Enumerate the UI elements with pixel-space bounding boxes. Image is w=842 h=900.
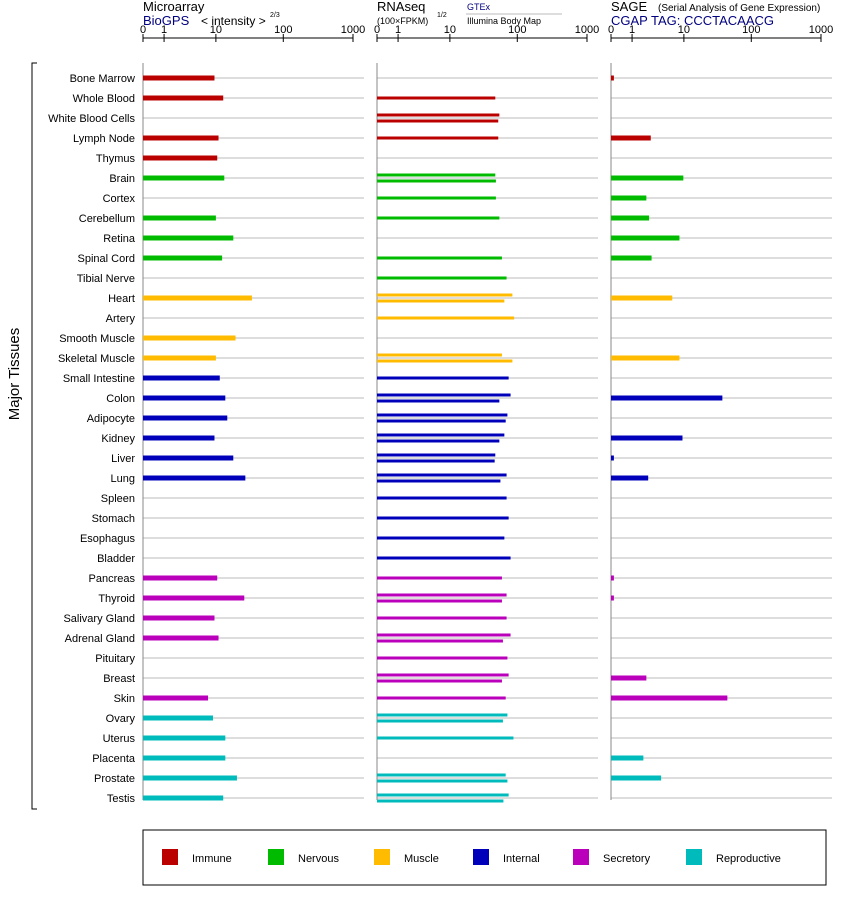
legend-label-internal: Internal <box>503 853 540 865</box>
tissue-label-skin: Skin <box>114 693 135 705</box>
tick-label-microarray-1: 1 <box>161 24 167 36</box>
tick-label-rnaseq-100: 100 <box>508 24 526 36</box>
legend-swatch-secretory <box>573 849 589 865</box>
legend: Immune Nervous Muscle Internal Secretory Repr… <box>162 849 781 865</box>
sage-title: SAGE <box>611 0 647 14</box>
tissue-label-placenta: Placenta <box>92 753 136 765</box>
tissue-label-breast: Breast <box>103 673 135 685</box>
tick-label-sage-1000: 1000 <box>809 24 833 36</box>
legend-label-reproductive: Reproductive <box>716 853 781 865</box>
microarray-unit: < intensity > <box>201 14 266 28</box>
microarray-exponent: 2/3 <box>270 12 280 19</box>
tissue-label-cortex: Cortex <box>103 193 136 205</box>
tissue-label-esophagus: Esophagus <box>80 533 136 545</box>
tick-label-sage-10: 10 <box>678 24 690 36</box>
chart-panels: 0 1 10 100 1000 0 1 10 100 1000 0 1 10 100 1000 <box>140 24 833 803</box>
tissue-label-white-blood-cells: White Blood Cells <box>48 113 135 125</box>
tick-label-rnaseq-0: 0 <box>374 24 380 36</box>
tick-label-sage-0: 0 <box>608 24 614 36</box>
rnaseq-source[interactable]: GTEx <box>467 2 491 12</box>
tick-label-rnaseq-1: 1 <box>395 24 401 36</box>
tissue-label-thyroid: Thyroid <box>98 593 135 605</box>
tissue-label-adrenal-gland: Adrenal Gland <box>65 633 135 645</box>
microarray-source: BioGPS <box>143 13 190 28</box>
tissue-label-retina: Retina <box>103 233 136 245</box>
legend-label-immune: Immune <box>192 853 232 865</box>
legend-label-muscle: Muscle <box>404 853 439 865</box>
legend-swatch-muscle <box>374 849 390 865</box>
tissue-label-cerebellum: Cerebellum <box>79 213 135 225</box>
tissue-label-ovary: Ovary <box>106 713 136 725</box>
tissue-label-pancreas: Pancreas <box>89 573 136 585</box>
tissue-label-liver: Liver <box>111 453 135 465</box>
legend-label-nervous: Nervous <box>298 853 339 865</box>
tick-label-microarray-0: 0 <box>140 24 146 36</box>
tick-label-sage-1: 1 <box>629 24 635 36</box>
panel-microarray: 0 1 10 100 1000 <box>140 24 365 801</box>
tissue-label-spleen: Spleen <box>101 493 135 505</box>
tick-label-microarray-1000: 1000 <box>341 24 365 36</box>
tissue-label-bladder: Bladder <box>97 553 135 565</box>
tissue-label-skeletal-muscle: Skeletal Muscle <box>58 353 135 365</box>
panel-sage: 0 1 10 100 1000 <box>608 24 833 800</box>
tick-label-microarray-10: 10 <box>210 24 222 36</box>
legend-swatch-nervous <box>268 849 284 865</box>
side-label: Major Tissues <box>6 328 23 421</box>
legend-swatch-immune <box>162 849 178 865</box>
tissue-label-pituitary: Pituitary <box>95 653 135 665</box>
tissue-label-colon: Colon <box>106 393 135 405</box>
sage-tag: CGAP TAG: CCCTACAACG <box>611 13 774 28</box>
microarray-title: Microarray <box>143 0 205 14</box>
legend-label-secretory: Secretory <box>603 853 651 865</box>
tissue-label-spinal-cord: Spinal Cord <box>78 253 135 265</box>
tissue-label-small-intestine: Small Intestine <box>63 373 135 385</box>
tissue-label-lung: Lung <box>111 473 135 485</box>
tick-label-rnaseq-1000: 1000 <box>575 24 599 36</box>
legend-swatch-internal <box>473 849 489 865</box>
tissue-label-thymus: Thymus <box>96 153 136 165</box>
tissue-label-adipocyte: Adipocyte <box>87 413 135 425</box>
major-tissues-bracket <box>31 62 37 810</box>
tissue-label-kidney: Kidney <box>101 433 135 445</box>
tissue-label-brain: Brain <box>109 173 135 185</box>
tissue-label-artery: Artery <box>106 313 136 325</box>
tissue-label-stomach: Stomach <box>92 513 135 525</box>
rnaseq-source-detail: Illumina Body Map <box>467 16 541 26</box>
tissue-label-smooth-muscle: Smooth Muscle <box>59 333 135 345</box>
tissue-label-prostate: Prostate <box>94 773 135 785</box>
tissue-label-whole-blood: Whole Blood <box>73 93 135 105</box>
tissue-label-tibial-nerve: Tibial Nerve <box>77 273 135 285</box>
tissue-label-uterus: Uterus <box>103 733 136 745</box>
tick-label-rnaseq-10: 10 <box>444 24 456 36</box>
sage-note: (Serial Analysis of Gene Expression) <box>658 3 820 14</box>
tissue-label-salivary-gland: Salivary Gland <box>63 613 135 625</box>
rnaseq-exponent: 1/2 <box>437 12 447 19</box>
tick-label-microarray-100: 100 <box>274 24 292 36</box>
tissue-label-testis: Testis <box>107 793 136 805</box>
tissue-label-bone-marrow: Bone Marrow <box>70 73 135 85</box>
panel-rnaseq: 0 1 10 100 1000 <box>374 24 599 803</box>
legend-swatch-reproductive <box>686 849 702 865</box>
tissue-label-heart: Heart <box>108 293 135 305</box>
tissue-label-lymph-node: Lymph Node <box>73 133 135 145</box>
rnaseq-title: RNAseq <box>377 0 425 14</box>
tick-label-sage-100: 100 <box>742 24 760 36</box>
tissue-labels: Bone Marrow Whole Blood White Blood Cells L… <box>48 73 136 805</box>
rnaseq-unit: (100×FPKM) <box>377 16 428 26</box>
